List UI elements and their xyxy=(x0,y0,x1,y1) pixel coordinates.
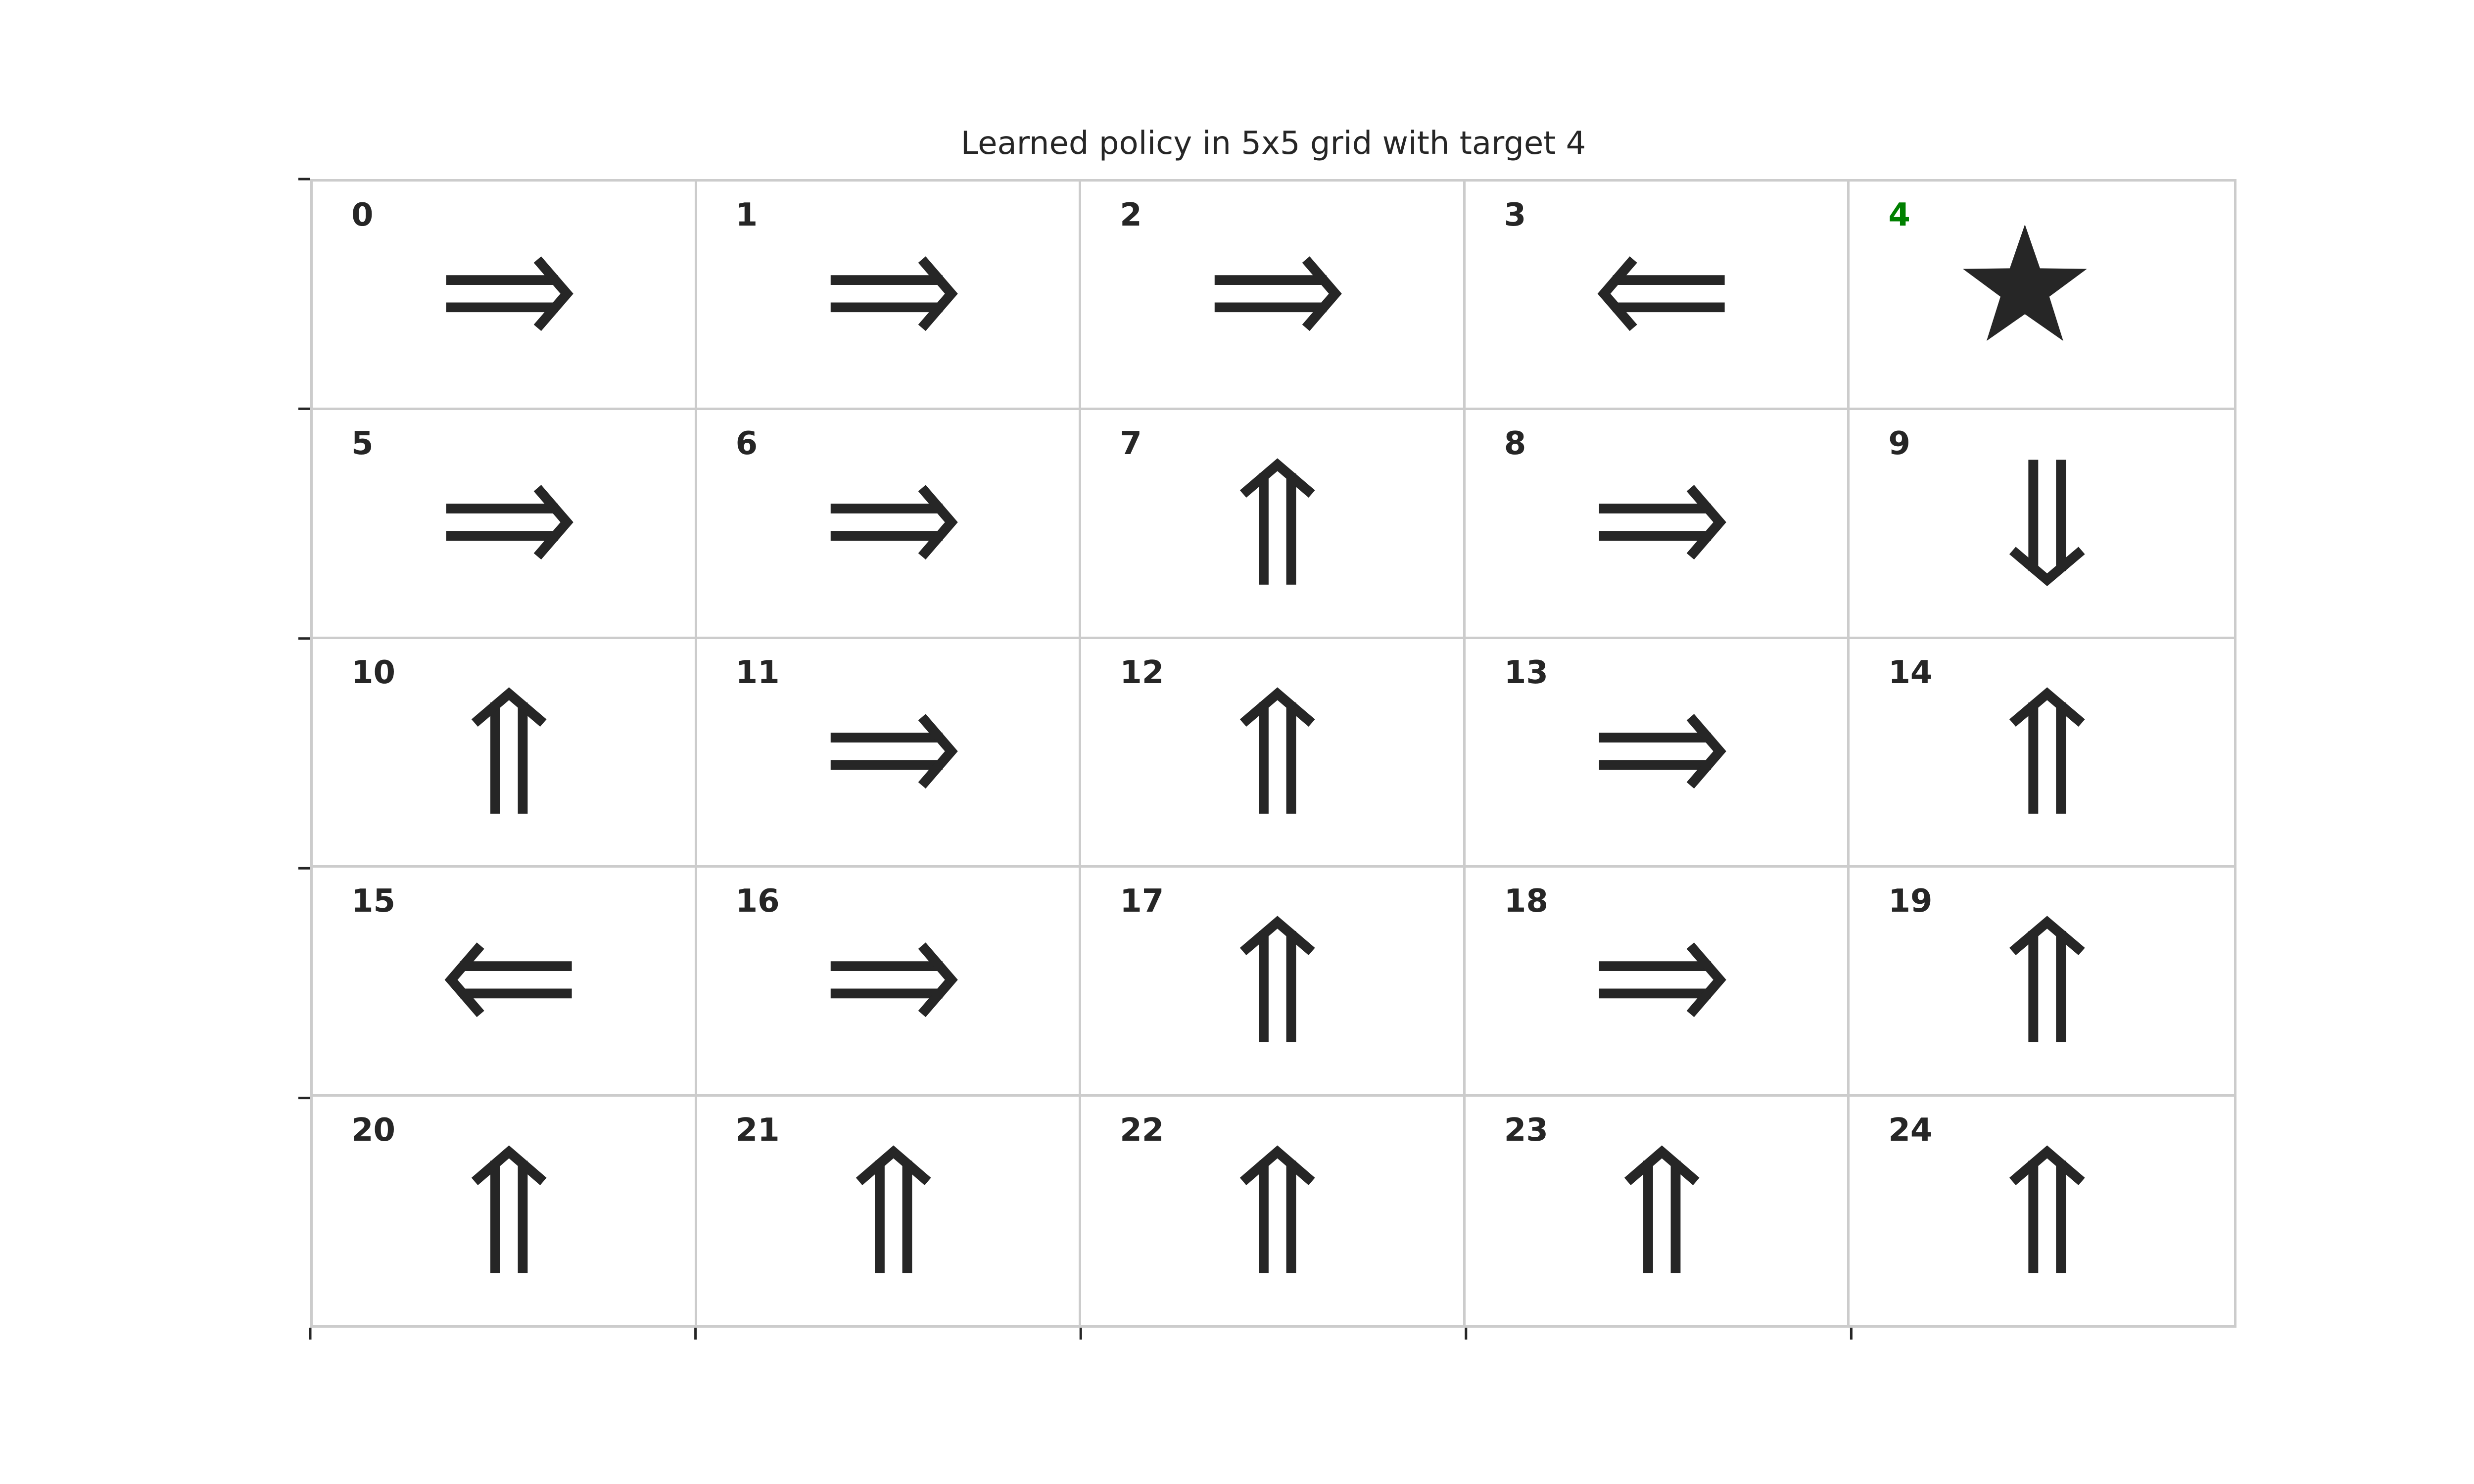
cell-index-label: 23 xyxy=(1504,1112,1548,1149)
cell-index-label: 11 xyxy=(735,654,780,691)
cell-index-label: 15 xyxy=(351,883,396,920)
cell-index-label: 6 xyxy=(735,425,758,463)
cell-index-label: 17 xyxy=(1120,883,1164,920)
cell-index-label: 9 xyxy=(1888,425,1910,463)
cell-index-label: 22 xyxy=(1120,1112,1164,1149)
cell-index-label: 20 xyxy=(351,1112,396,1149)
cell-index-label: 5 xyxy=(351,425,374,463)
cell-index-label: 19 xyxy=(1888,883,1933,920)
cell-index-label: 3 xyxy=(1504,197,1526,233)
cell-index-label: 8 xyxy=(1504,425,1526,463)
cell-index-label: 18 xyxy=(1504,883,1548,920)
cell-index-label: 10 xyxy=(351,654,396,691)
cell-index-label: 24 xyxy=(1888,1112,1933,1149)
cell-index-label: 13 xyxy=(1504,654,1548,691)
cell-index-label: 4 xyxy=(1888,197,1910,233)
chart-title: Learned policy in 5x5 grid with target 4 xyxy=(960,125,1586,162)
cell-index-label: 7 xyxy=(1120,425,1142,463)
cell-index-label: 16 xyxy=(735,883,780,920)
cell-index-label: 0 xyxy=(351,197,374,233)
cell-index-label: 14 xyxy=(1888,654,1933,691)
cell-index-label: 2 xyxy=(1120,197,1142,233)
cell-index-label: 1 xyxy=(735,197,758,233)
cell-index-label: 21 xyxy=(735,1112,780,1149)
cell-index-label: 12 xyxy=(1120,654,1164,691)
